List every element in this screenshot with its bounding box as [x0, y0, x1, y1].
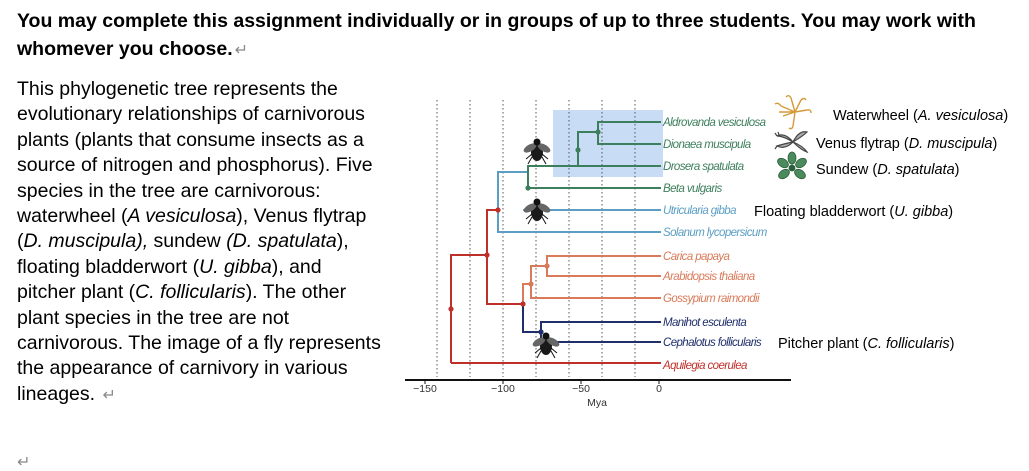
fly-icon: [523, 138, 551, 165]
axis-tick-label: −100: [491, 383, 515, 395]
para-italic-2: D. muscipula),: [23, 230, 149, 253]
common-name-bladderwort: Floating bladderwort (U. gibba): [754, 204, 953, 220]
fly-icon: [532, 332, 560, 359]
phylogenetic-tree-figure: Aldrovanda vesiculosa Dionaea muscipula …: [405, 95, 1008, 409]
sundew-icon: [777, 151, 807, 180]
common-name-pitcher-plant: Pitcher plant (C. follicularis): [778, 336, 955, 352]
species-label: Carica papaya: [663, 251, 730, 263]
branch-green: [527, 165, 578, 188]
para-text-5: ), and pitcher plant (: [17, 255, 322, 304]
assignment-heading: You may complete this assignment individ…: [17, 7, 1017, 65]
description-paragraph: This phylogenetic tree represents the ev…: [17, 77, 382, 408]
species-label: Utricularia gibba: [663, 205, 736, 217]
branch-navy: [522, 304, 541, 333]
fly-icon: [523, 198, 551, 225]
species-label: Gossypium raimondii: [663, 293, 760, 305]
para-italic-5: C. follicularis: [135, 281, 246, 304]
species-label: Beta vulgaris: [663, 183, 723, 195]
branch-red-to-blue: [486, 209, 498, 255]
aldrovanda-branch: [597, 121, 661, 132]
branch-blue: [497, 171, 528, 210]
common-name-waterwheel: Waterwheel (A. vesiculosa): [833, 108, 1008, 124]
para-italic-1: A vesiculosa: [127, 205, 237, 228]
common-name-sundew: Sundew (D. spatulata): [816, 162, 960, 178]
branch-orange: [522, 283, 531, 304]
species-label: Dionaea muscipula: [663, 139, 751, 151]
heading-text: You may complete this assignment individ…: [17, 10, 976, 60]
node-dots: [448, 129, 601, 335]
para-text-3: sundew: [148, 230, 227, 253]
para-text-2: ), Venus flytrap (: [17, 205, 367, 253]
species-label: Drosera spatulata: [663, 161, 744, 173]
axis-ticks: [424, 380, 660, 384]
species-label: Solanum lycopersicum: [663, 227, 768, 239]
cephalotus-branch: [540, 332, 661, 343]
para-text-4: ), floating bladderwort (: [17, 230, 349, 278]
manihot-branch: [540, 321, 661, 332]
axis-tick-label: 0: [656, 383, 662, 395]
dionaea-branch: [597, 132, 661, 145]
arabidopsis-branch: [546, 266, 661, 277]
common-name-flytrap: Venus flytrap (D. muscipula): [816, 136, 997, 152]
paragraph-mark: ↵: [102, 386, 116, 404]
empty-paragraph-mark: ↵: [17, 454, 31, 471]
venus-flytrap-icon: [774, 131, 809, 154]
axis-tick-label: −150: [413, 383, 437, 395]
waterwheel-plant-icon: [774, 95, 812, 130]
species-label: Arabidopsis thaliana: [662, 271, 755, 283]
branch-red-inner: [486, 255, 523, 305]
para-italic-3: (D. spatulata: [226, 230, 337, 253]
para-italic-4: U. gibba: [199, 255, 272, 278]
species-label: Aquilegia coerulea: [662, 360, 747, 372]
species-label: Aldrovanda vesiculosa: [662, 117, 766, 129]
gossypium-branch: [530, 284, 661, 299]
paragraph-mark: ↵: [234, 42, 249, 59]
species-label: Cephalotus follicularis: [663, 337, 762, 349]
species-label: Manihot esculenta: [663, 317, 746, 329]
branch-orange-inner: [530, 265, 547, 284]
axis-title: Mya: [587, 397, 607, 409]
branch-green-inner: [577, 131, 598, 166]
axis-tick-label: −50: [572, 383, 590, 395]
para-text-6: ). The other plant species in the tree a…: [17, 281, 381, 405]
root-branch: [450, 254, 487, 363]
species-labels: Aldrovanda vesiculosa Dionaea muscipula …: [662, 117, 768, 372]
carica-branch: [546, 255, 661, 266]
para-text-1: This phylogenetic tree represents the ev…: [17, 78, 373, 228]
solanum-branch: [497, 210, 661, 233]
